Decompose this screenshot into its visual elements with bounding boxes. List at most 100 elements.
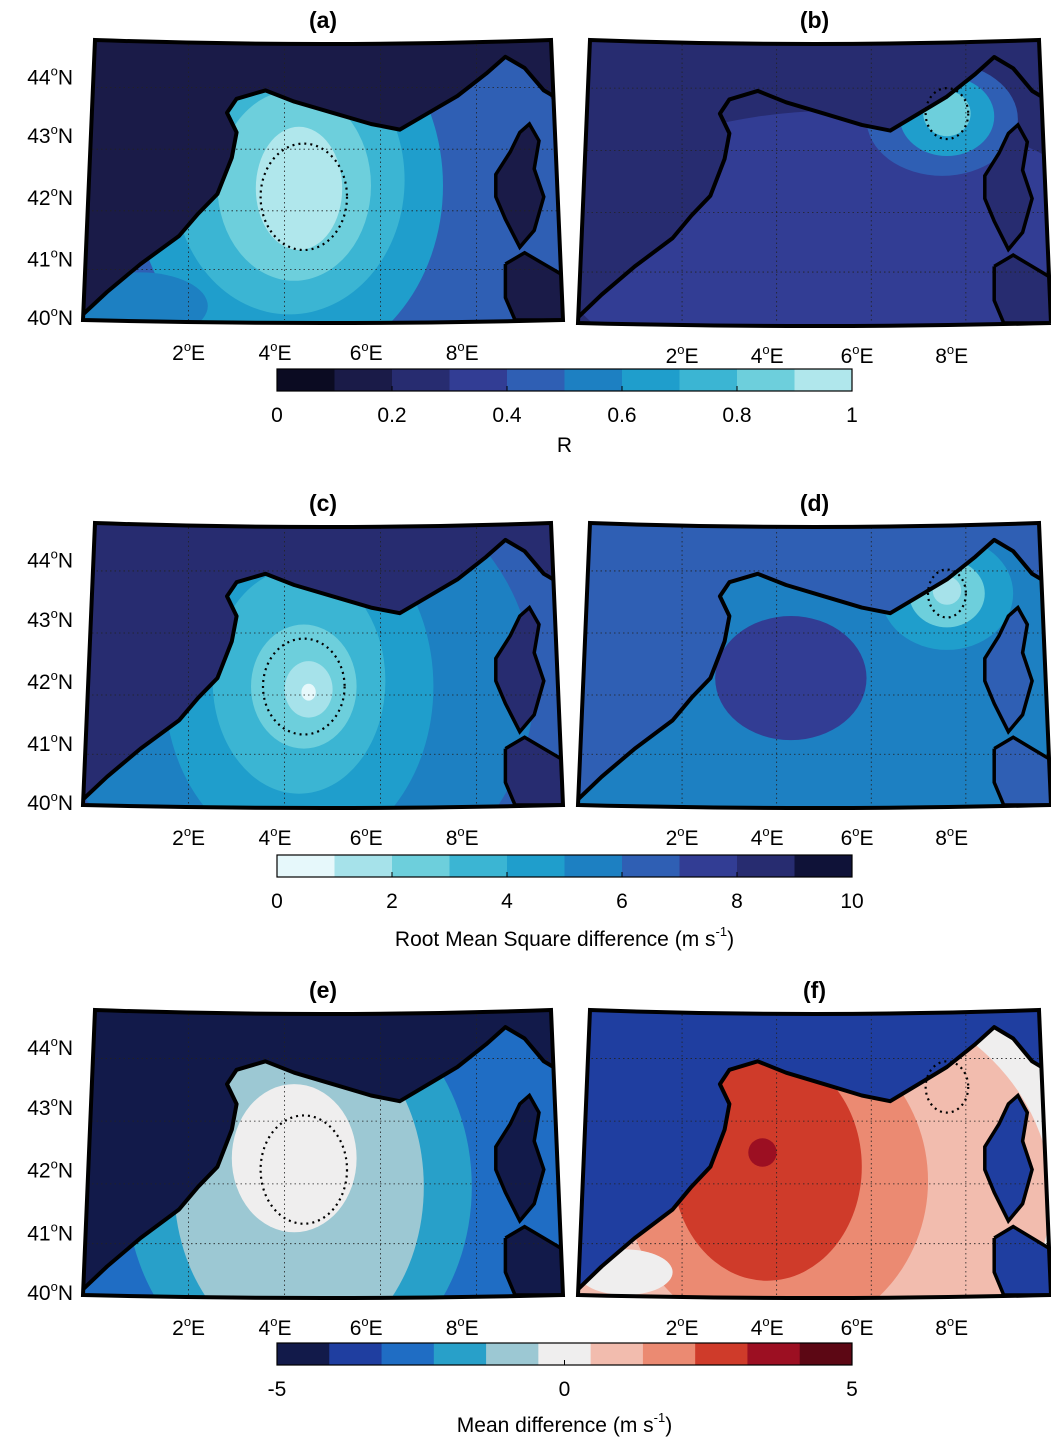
map-panel-b: (b) 2oE 4oE 6oE 8oE	[575, 7, 1051, 368]
coastline-corsica	[983, 122, 1034, 253]
lat-label: 41oN	[27, 245, 73, 271]
colorbar-tick-label: 0.8	[722, 404, 751, 427]
lon-label: 2oE	[666, 824, 699, 850]
colorbar-tick-label: 1	[846, 404, 858, 427]
panel-title: (f)	[803, 977, 826, 1003]
sardinia-land	[994, 1226, 1051, 1295]
graticule	[83, 523, 563, 805]
lon-label: 4oE	[751, 342, 784, 368]
sardinia-land	[994, 737, 1051, 805]
lon-label: 8oE	[935, 1314, 968, 1340]
lon-label: 6oE	[350, 1314, 383, 1340]
colorbar-label: Root Mean Square difference (m s-1)	[395, 924, 734, 951]
coastline	[83, 537, 563, 801]
lon-label: 4oE	[259, 339, 292, 365]
contour-region	[231, 1084, 357, 1233]
dotted-circle	[259, 1114, 349, 1225]
lon-label: 6oE	[841, 342, 874, 368]
coastline-corsica	[983, 604, 1034, 735]
map-frame	[575, 520, 1051, 810]
map-field-b	[578, 40, 1051, 326]
colorbar-swatch	[794, 855, 853, 877]
lon-label: 2oE	[666, 1314, 699, 1340]
colorbar-tick-label: 6	[616, 890, 628, 913]
colorbar-tick-label: 0	[559, 1378, 571, 1401]
map-frame	[80, 520, 566, 810]
colorbar-tick-label: 5	[846, 1378, 858, 1401]
graticule	[578, 523, 1051, 805]
colorbar-swatch	[590, 1343, 644, 1365]
colorbar-swatch	[679, 369, 738, 391]
dotted-circle	[924, 1060, 970, 1114]
lat-label: 42oN	[27, 184, 73, 210]
contour-region	[715, 616, 867, 741]
coastline	[83, 54, 563, 316]
lon-label: 6oE	[841, 1314, 874, 1340]
colorbar-swatch	[486, 1343, 539, 1365]
lat-label: 44oN	[27, 1034, 73, 1060]
colorbar-tick-label: 0.4	[492, 404, 522, 427]
lon-label: 6oE	[350, 824, 383, 850]
colorbar-swatch	[449, 855, 508, 877]
colorbar-swatch	[642, 1343, 696, 1365]
colorbar-swatch	[277, 855, 335, 877]
lon-label: 6oE	[841, 824, 874, 850]
coastline	[83, 1025, 563, 1291]
lat-label: 43oN	[27, 606, 73, 632]
corsica-land	[495, 124, 544, 248]
graticule	[83, 1010, 563, 1295]
colorbar-RMS: 0 2 4 6 8 10 Root Mean Square difference (m s-…	[271, 854, 864, 951]
dotted-circle	[261, 637, 346, 736]
panel-title: (a)	[309, 7, 337, 33]
lat-label: 40oN	[27, 1279, 73, 1305]
lon-label: 2oE	[666, 342, 699, 368]
colorbar-swatch	[747, 1343, 801, 1365]
coastline-corsica	[983, 1092, 1034, 1225]
lat-label: 44oN	[27, 63, 73, 89]
lat-label: 41oN	[27, 730, 73, 756]
colorbar-tick-label: 2	[386, 890, 398, 913]
lat-label: 44oN	[27, 547, 73, 573]
sardinia-land	[994, 255, 1051, 323]
colorbar-label: R	[557, 434, 572, 457]
map-frame	[575, 1007, 1051, 1300]
colorbar-R: 0 0.2 0.4 0.6 0.8 1 R	[271, 368, 858, 457]
lon-label: 2oE	[172, 824, 205, 850]
coastline-sardinia	[503, 735, 563, 807]
map-frame	[80, 37, 566, 325]
coastline-sardinia	[503, 1224, 563, 1297]
lon-label: 2oE	[172, 1314, 205, 1340]
colorbar-MD: -5 0 5 Mean difference (m s-1)	[268, 1342, 858, 1437]
map-panel-d: (d) 2oE 4oE 6oE 8oE	[575, 490, 1051, 850]
lon-label: 4oE	[259, 1314, 292, 1340]
contour-region	[748, 1138, 777, 1167]
coastline-corsica	[494, 604, 546, 735]
colorbar-border	[276, 854, 853, 878]
lon-label: 8oE	[935, 824, 968, 850]
panel-title: (e)	[309, 977, 337, 1003]
corsica-land	[984, 1095, 1033, 1221]
lon-label: 6oE	[350, 339, 383, 365]
lon-label: 8oE	[446, 1314, 479, 1340]
coastline	[578, 55, 1051, 319]
panel-title: (c)	[309, 490, 337, 516]
lon-label: 8oE	[935, 342, 968, 368]
colorbar-swatch	[794, 369, 853, 391]
colorbar-swatch	[381, 1343, 435, 1365]
lat-label: 40oN	[27, 789, 73, 815]
colorbar-label: Mean difference (m s-1)	[457, 1410, 672, 1437]
lat-label: 41oN	[27, 1219, 73, 1245]
coastline-sardinia	[992, 1224, 1051, 1297]
map-field-d	[578, 523, 1051, 808]
map-panel-f: (f) 2oE 4oE 6oE 8oE	[575, 977, 1051, 1340]
colorbar-swatch	[334, 855, 393, 877]
coastline	[578, 1025, 1051, 1291]
map-field-f	[578, 1010, 1051, 1298]
colorbar-swatch	[737, 855, 795, 877]
lon-label: 8oE	[446, 824, 479, 850]
colorbar-swatch	[277, 1343, 330, 1365]
colorbar-swatch	[449, 369, 508, 391]
contour-region	[255, 126, 343, 250]
